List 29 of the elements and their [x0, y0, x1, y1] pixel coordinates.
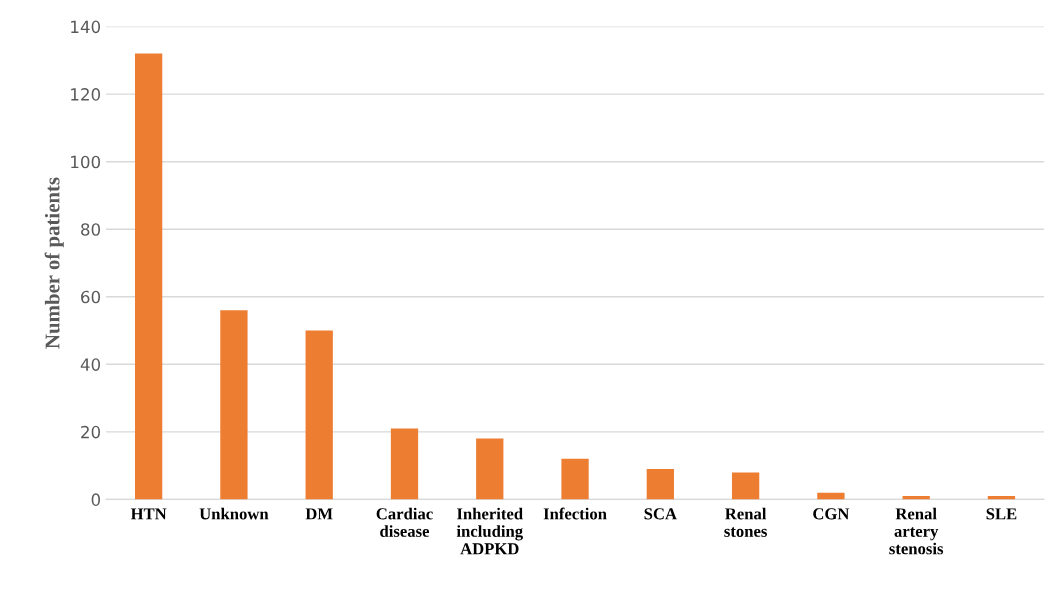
y-tick-label: 20	[81, 425, 101, 439]
bar	[817, 492, 845, 500]
bar	[305, 330, 333, 500]
y-axis-title: Number of patients	[44, 177, 64, 349]
x-tick-label: Infection	[543, 507, 607, 520]
y-tick-label: 80	[81, 223, 101, 236]
bar	[561, 458, 589, 500]
x-tick-label: Cardiac disease	[376, 507, 433, 537]
x-tick-label: CGN	[813, 508, 850, 520]
x-tick-label: SCA	[644, 508, 677, 520]
x-tick-label: DM	[305, 508, 333, 520]
bar	[220, 310, 248, 500]
x-tick-label: Renal stones	[724, 507, 767, 537]
y-tick-label: 120	[71, 88, 101, 101]
y-tick-label: 40	[80, 358, 101, 371]
x-tick-label: Unknown	[199, 507, 269, 520]
bar	[135, 53, 163, 500]
y-tick-label: 140	[71, 20, 101, 34]
x-tick-label: Renal artery stenosis	[889, 507, 944, 555]
x-tick-label: Inherited including ADPKD	[456, 507, 523, 555]
bar	[390, 428, 419, 500]
x-tick-label: SLE	[986, 508, 1017, 520]
y-tick-label: 60	[81, 290, 101, 304]
y-tick-label: 0	[91, 493, 101, 506]
bar	[476, 438, 504, 500]
x-tick-label: HTN	[130, 508, 167, 520]
bar	[646, 469, 674, 500]
bar	[731, 472, 760, 500]
y-tick-label: 100	[71, 155, 101, 169]
